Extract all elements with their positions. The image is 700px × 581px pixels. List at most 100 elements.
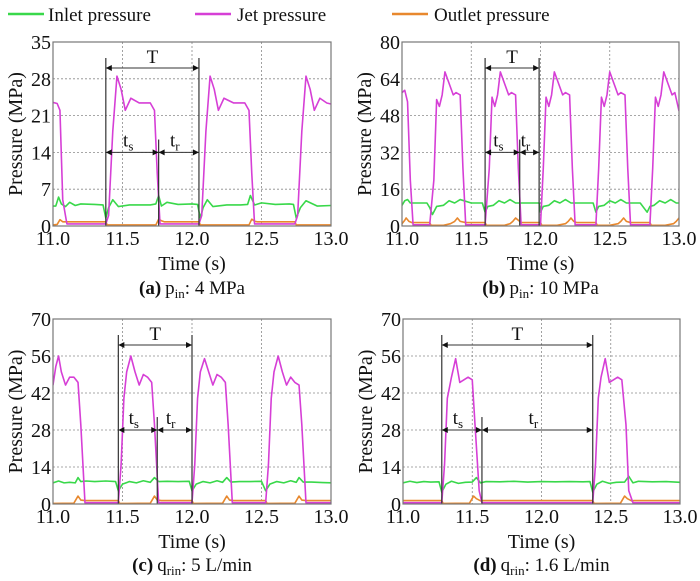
series-inlet-pressure: [403, 475, 680, 493]
label-tr: tr: [170, 130, 180, 153]
y-tick-label: 0: [391, 494, 401, 516]
y-tick-label: 35: [31, 32, 51, 54]
y-tick-label: 0: [41, 216, 51, 238]
x-axis-label: Time (s): [158, 531, 226, 553]
legend-item-outlet-pressure: Outlet pressure: [392, 5, 550, 26]
period-ts-arrow: [441, 427, 482, 433]
panel-caption: (b) pin: 10 MPa: [482, 278, 599, 301]
arrow-head-right: [152, 149, 159, 156]
label-ts-sub: s: [458, 416, 463, 431]
y-tick-label: 14: [31, 142, 51, 164]
plot-frame: [52, 41, 332, 227]
y-axis-label: Pressure (MPa): [355, 350, 377, 474]
y-tick-label: 80: [380, 32, 400, 54]
label-T: T: [149, 324, 161, 345]
x-tick-label: 12.5: [592, 228, 627, 250]
label-ts-main: t: [453, 408, 459, 429]
label-tr-sub: r: [171, 416, 176, 431]
period-annotations: Tts tr: [484, 47, 540, 226]
arrow-head-right: [192, 65, 199, 71]
x-tick-label: 12.5: [244, 506, 279, 528]
arrow-head-right: [533, 65, 540, 71]
arrow-head-right: [475, 427, 482, 433]
caption-label: (a): [139, 278, 161, 299]
x-tick-label: 11.0: [36, 228, 70, 250]
arrow-head-left: [105, 149, 112, 156]
legend-item-jet-pressure: Jet pressure: [195, 5, 326, 26]
label-tr-main: t: [521, 130, 527, 151]
grid: [53, 42, 331, 226]
legend-item-inlet-pressure: Inlet pressure: [8, 5, 151, 26]
label-ts-sub: s: [128, 138, 133, 153]
label-tr-sub: r: [526, 138, 531, 153]
panel-caption: (a) pin: 4 MPa: [139, 278, 246, 301]
plot-frame: [52, 318, 332, 505]
series-outlet-pressure: [403, 495, 680, 504]
x-tick-label: 11.5: [455, 506, 489, 528]
label-T: T: [506, 47, 518, 68]
x-tick-label: 13.0: [663, 506, 698, 528]
label-ts: ts: [453, 408, 463, 431]
x-tick-label: 11.0: [36, 506, 70, 528]
arrow-head-right: [533, 149, 540, 156]
arrow-head-right: [513, 149, 520, 156]
x-tick-label: 12.0: [175, 506, 210, 528]
y-axis-label: Pressure (MPa): [354, 72, 376, 196]
panel-caption: (c) qrin: 5 L/min: [132, 555, 252, 578]
series-jet-pressure: [53, 75, 331, 225]
arrow-head-right: [186, 427, 192, 433]
x-tick-label: 11.0: [386, 506, 420, 528]
label-tr: tr: [529, 408, 539, 431]
caption-variable: p: [165, 278, 175, 299]
label-T: T: [511, 324, 523, 345]
x-tick-label: 11.5: [105, 506, 139, 528]
period-tr-arrow: [158, 149, 199, 156]
plot-frame: [402, 318, 681, 505]
period-tr-arrow: [157, 427, 192, 433]
series-jet-pressure: [402, 71, 679, 226]
caption-variable: q: [501, 555, 511, 576]
x-axis-label: Time (s): [508, 531, 576, 553]
y-axis-label: Pressure (MPa): [5, 350, 27, 474]
y-tick-label: 28: [31, 69, 51, 91]
tick-labels: 0 7 14 21 28 35 11.0 11.5 12.0 12.5 13.0: [31, 32, 349, 250]
arrow-head-left: [441, 427, 448, 433]
arrow-head-left: [105, 65, 112, 71]
y-tick-label: 28: [381, 420, 401, 442]
caption-label: (c): [132, 555, 153, 576]
arrow-head-left: [481, 427, 488, 433]
y-tick-label: 32: [380, 142, 400, 164]
caption-value: : 4 MPa: [185, 278, 246, 299]
period-annotations: Tts tr: [105, 47, 200, 226]
y-tick-label: 64: [380, 69, 400, 91]
tick-labels: 0 14 28 42 56 70 11.0 11.5 12.0 12.5 13.0: [31, 309, 349, 528]
label-tr-sub: r: [175, 138, 180, 153]
caption-subscript: rin: [510, 563, 525, 578]
y-axis-label: Pressure (MPa): [5, 72, 27, 196]
y-tick-label: 7: [41, 179, 51, 201]
plot-frame: [401, 41, 680, 227]
period-ts-arrow: [118, 427, 158, 433]
tick-labels: 0 14 28 42 56 70 11.0 11.5 12.0 12.5 13.0: [381, 309, 698, 528]
label-ts-main: t: [123, 130, 129, 151]
legend: Inlet pressure Jet pressure Outlet pressur…: [8, 5, 550, 26]
series-outlet-pressure: [53, 218, 331, 226]
caption-variable: q: [157, 555, 167, 576]
y-tick-label: 56: [31, 346, 51, 368]
x-tick-label: 11.5: [105, 228, 139, 250]
x-axis-label: Time (s): [507, 253, 575, 275]
label-ts-sub: s: [499, 138, 504, 153]
period-T-arrow: [485, 65, 540, 71]
arrow-head-left: [157, 427, 164, 433]
legend-label: Outlet pressure: [434, 5, 550, 26]
arrow-head-left: [118, 342, 125, 348]
x-tick-label: 11.5: [454, 228, 488, 250]
label-ts: ts: [129, 408, 139, 431]
arrow-head-right: [151, 427, 158, 433]
period-T-arrow: [118, 342, 192, 348]
label-tr-main: t: [166, 408, 172, 429]
x-tick-label: 12.0: [175, 228, 210, 250]
